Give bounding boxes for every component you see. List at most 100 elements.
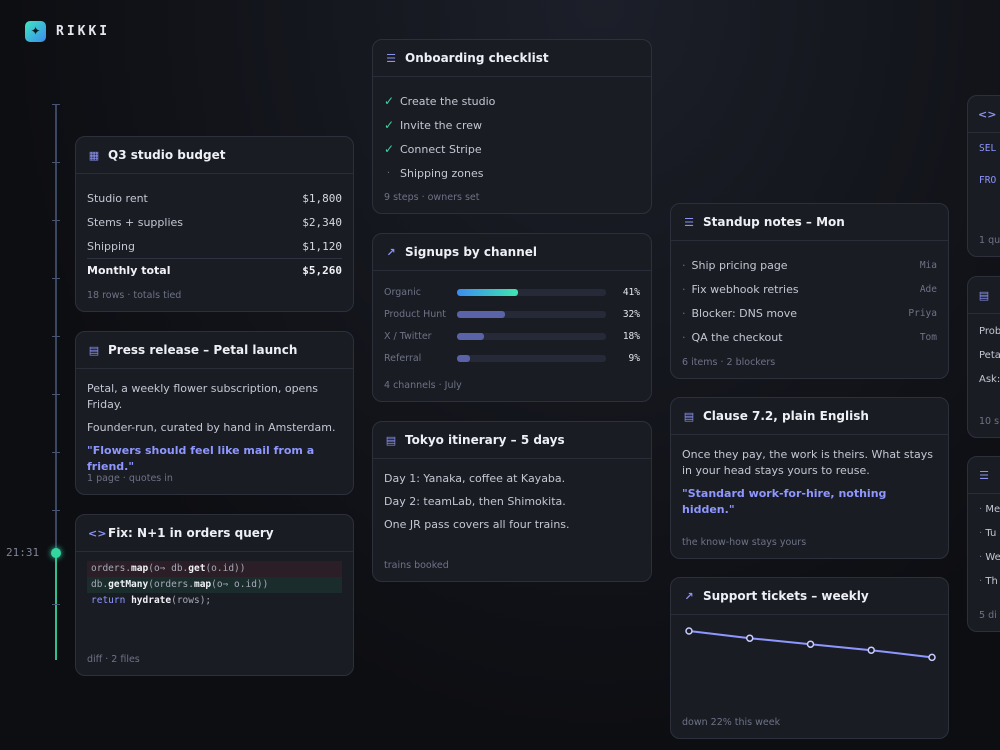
- clause-card[interactable]: ▤ Clause 7.2, plain English Once they pa…: [670, 397, 949, 559]
- list-item[interactable]: · QA the checkout Tom: [682, 325, 937, 349]
- support-line-chart: [685, 627, 936, 662]
- card-header: ↗ Support tickets – weekly: [671, 578, 948, 615]
- card-title: Q3 studio budget: [108, 148, 226, 162]
- brand-name: RIKKI: [56, 24, 111, 39]
- bar-fill: [457, 354, 471, 362]
- card-footer: 5 di: [979, 610, 997, 621]
- card-footer: 1 qu: [979, 235, 1000, 246]
- channel-label: Organic: [384, 286, 421, 298]
- item-label: We: [985, 552, 1000, 563]
- code-diff: orders.map(o⇒ db.get(o.id)) db.getMany(o…: [76, 552, 353, 609]
- assignee: Tom: [919, 331, 937, 343]
- standup-card[interactable]: ☰ Standup notes – Mon · Ship pricing page…: [670, 203, 949, 379]
- list-item[interactable]: · We: [979, 552, 1000, 563]
- channel-percent: 32%: [622, 308, 640, 320]
- bullet-icon: ·: [682, 258, 686, 272]
- list-item[interactable]: · Ship pricing page Mia: [682, 253, 937, 277]
- paragraph: Founder-run, curated by hand in Amsterda…: [87, 421, 336, 434]
- sql-card-peek[interactable]: <> SEL r FRO 1 qu: [967, 95, 1000, 257]
- card-footer: 6 items · 2 blockers: [682, 357, 776, 368]
- list-icon: ☰: [684, 215, 694, 229]
- channel-row: Product Hunt 32%: [384, 303, 640, 325]
- tokyo-card[interactable]: ▤ Tokyo itinerary – 5 days Day 1: Yanaka…: [372, 421, 652, 582]
- check-icon: ✓: [384, 94, 395, 108]
- card-header: ☰: [968, 457, 1000, 494]
- list-item[interactable]: · Th: [979, 576, 998, 587]
- data-point: [806, 640, 815, 648]
- paragraph: Day 1: Yanaka, coffee at Kayaba.: [384, 472, 566, 485]
- paragraph: Day 2: teamLab, then Shimokita.: [384, 495, 566, 508]
- channel-row: Referral 9%: [384, 347, 640, 369]
- check-icon: ✓: [384, 118, 395, 132]
- card-header: ▤: [968, 277, 1000, 314]
- timeline-tick: [52, 336, 60, 337]
- timeline-tick: [52, 452, 60, 453]
- list-icon: ☰: [979, 468, 989, 482]
- bar-track: [457, 332, 606, 340]
- timeline-tick: [52, 278, 60, 279]
- channel-label: X / Twitter: [384, 330, 432, 342]
- timeline[interactable]: [51, 104, 61, 660]
- document-icon: ▤: [385, 433, 397, 447]
- assignee: Priya: [908, 307, 937, 319]
- list-item[interactable]: · Me: [979, 504, 1000, 515]
- card-footer: the know-how stays yours: [682, 537, 807, 548]
- list-item[interactable]: · Fix webhook retries Ade: [682, 277, 937, 301]
- card-title: Press release – Petal launch: [108, 343, 298, 357]
- card-footer: 1 page · quotes in: [87, 473, 173, 484]
- item-label: Th: [985, 576, 998, 587]
- card-header: ▤ Press release – Petal launch: [76, 332, 353, 369]
- total-value: $5,260: [302, 264, 342, 277]
- chart-icon: ↗: [386, 245, 396, 259]
- item-label: Me: [985, 504, 1000, 515]
- signups-card[interactable]: ↗ Signups by channel Organic 41% Product…: [372, 233, 652, 402]
- card-header: <>: [968, 96, 1000, 133]
- code-text: r: [979, 159, 1000, 175]
- bar-fill: [457, 332, 484, 340]
- timeline-track: [55, 104, 57, 553]
- support-card[interactable]: ↗ Support tickets – weekly down 22% this…: [670, 577, 949, 739]
- bar-track: [457, 288, 606, 296]
- checklist-item[interactable]: ✓ Invite the crew: [384, 113, 640, 137]
- chart-icon: ↗: [684, 589, 694, 603]
- list-item[interactable]: · Tu: [979, 528, 997, 539]
- checklist-item[interactable]: · Shipping zones: [384, 161, 640, 185]
- row-value: $1,800: [302, 191, 342, 205]
- total-row: Monthly total $5,260: [87, 258, 342, 282]
- paragraph: Prob: [979, 326, 1000, 337]
- timeline-tick: [52, 510, 60, 511]
- code-line-added: db.getMany(orders.map(o⇒ o.id)): [87, 577, 342, 593]
- paragraph: Petal, a weekly flower subscription, ope…: [87, 382, 319, 411]
- budget-card[interactable]: ▦ Q3 studio budget Studio rent $1,800 St…: [75, 136, 354, 312]
- quote: "Flowers should feel like mail from a fr…: [87, 444, 315, 473]
- row-value: $2,340: [302, 215, 342, 229]
- checklist-item[interactable]: ✓ Create the studio: [384, 89, 640, 113]
- press-release-card[interactable]: ▤ Press release – Petal launch Petal, a …: [75, 331, 354, 495]
- card-footer: trains booked: [384, 560, 449, 571]
- card-footer: diff · 2 files: [87, 654, 140, 665]
- item-label: Fix webhook retries: [691, 282, 799, 296]
- card-header: <> Fix: N+1 in orders query: [76, 515, 353, 552]
- checklist-item[interactable]: ✓ Connect Stripe: [384, 137, 640, 161]
- doc-card-peek[interactable]: ▤ Prob Peta Ask: 10 s: [967, 276, 1000, 438]
- code-line: return hydrate(rows);: [91, 595, 212, 606]
- bar-track: [457, 310, 606, 318]
- item-label: Connect Stripe: [400, 142, 482, 156]
- timeline-handle[interactable]: [51, 548, 61, 558]
- document-icon: ▤: [88, 343, 100, 357]
- item-label: Tu: [985, 528, 997, 539]
- brand-logo[interactable]: ✦ RIKKI: [25, 21, 110, 42]
- onboarding-card[interactable]: ☰ Onboarding checklist ✓ Create the studi…: [372, 39, 652, 214]
- assignee: Mia: [919, 259, 937, 271]
- item-label: Invite the crew: [400, 118, 483, 132]
- table-row: Stems + supplies $2,340: [87, 210, 342, 234]
- data-point: [685, 627, 693, 635]
- channel-row: Organic 41%: [384, 281, 640, 303]
- fix-card[interactable]: <> Fix: N+1 in orders query orders.map(o…: [75, 514, 354, 676]
- timeline-tick: [52, 220, 60, 221]
- channel-label: Product Hunt: [384, 308, 447, 320]
- card-header: ▤ Clause 7.2, plain English: [671, 398, 948, 435]
- list-card-peek[interactable]: ☰ · Me · Tu · We · Th 5 di: [967, 456, 1000, 632]
- timeline-tick: [52, 104, 60, 105]
- list-item[interactable]: · Blocker: DNS move Priya: [682, 301, 937, 325]
